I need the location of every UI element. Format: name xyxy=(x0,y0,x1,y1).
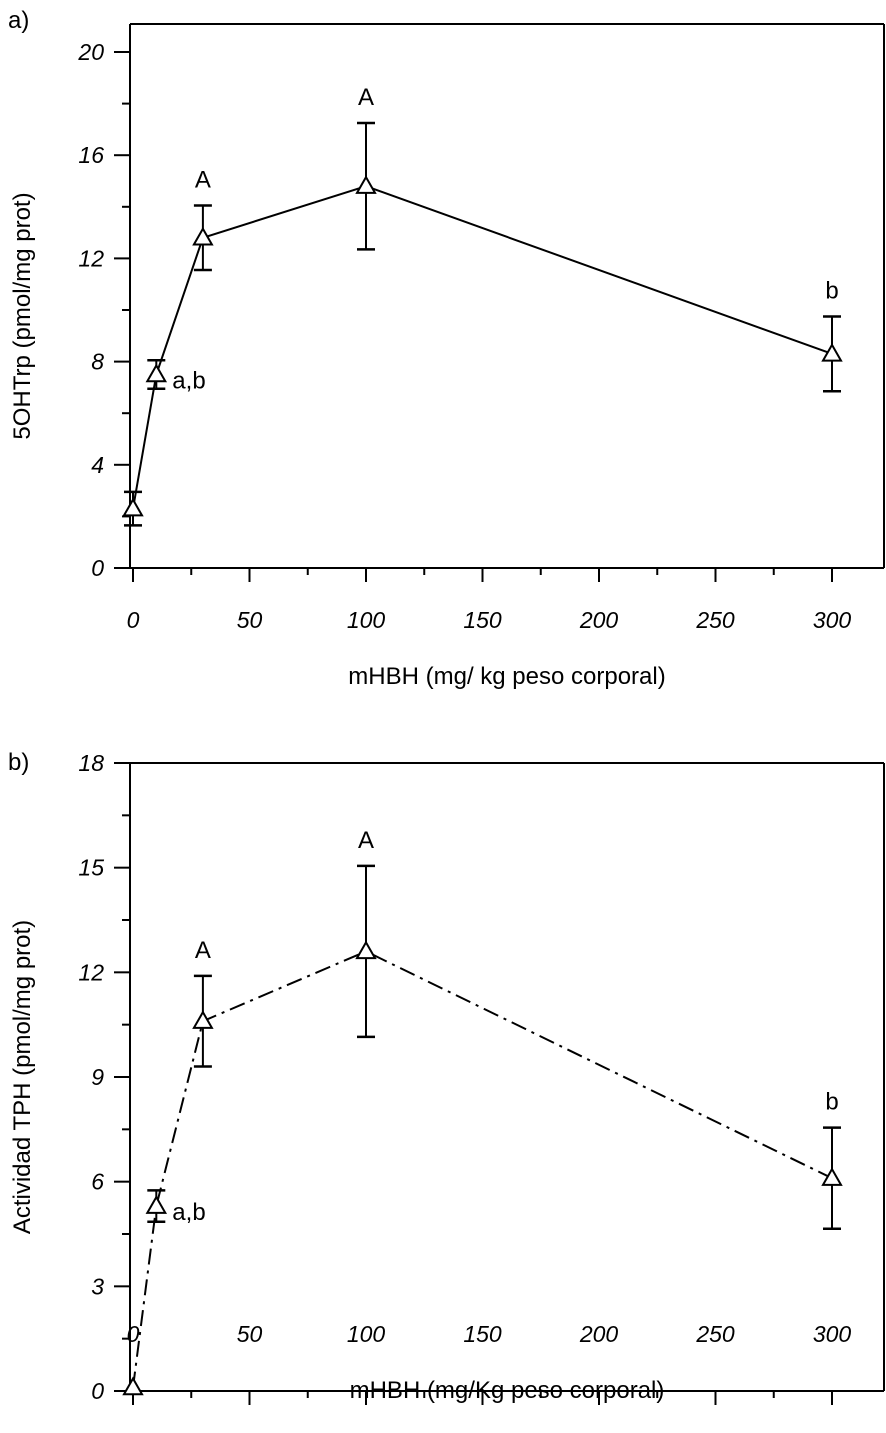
chart0-xtick-label-4: 200 xyxy=(579,607,619,633)
chart1-ytick-label-1: 3 xyxy=(91,1273,104,1299)
chart1-ytick-label-6: 18 xyxy=(78,750,104,776)
chart0-xtick-label-3: 150 xyxy=(463,607,502,633)
chart1-ytick-label-3: 9 xyxy=(91,1064,104,1090)
chart1-point-4 xyxy=(821,1167,843,1186)
chart0-xtick-label-6: 300 xyxy=(813,607,852,633)
chart0-annotation-2: A xyxy=(195,167,211,194)
chart1-annotation-3: A xyxy=(358,827,374,854)
chart1-ytick-label-2: 6 xyxy=(91,1169,104,1195)
chart1-annotation-4: b xyxy=(825,1089,838,1116)
chart0-ytick-label-1: 4 xyxy=(91,452,104,478)
chart0-y-title: 5OHTrp (pmol/mg prot) xyxy=(9,192,36,439)
chart1-annotation-1: a,b xyxy=(172,1199,205,1226)
chart0-ytick-label-2: 8 xyxy=(91,349,104,375)
chart1-x-title: mHBH (mg/Kg peso corporal) xyxy=(350,1377,665,1404)
chart1-ytick-label-5: 15 xyxy=(78,855,104,881)
chart1-y-title: Actividad TPH (pmol/mg prot) xyxy=(9,920,36,1234)
chart1-panel-label: b) xyxy=(8,749,29,776)
chart1-point-0 xyxy=(122,1376,144,1396)
chart0-xtick-label-5: 250 xyxy=(695,607,735,633)
chart0-annotation-1: a,b xyxy=(172,368,205,395)
chart0-ytick-label-3: 12 xyxy=(78,245,104,271)
chart0-xtick-label-2: 100 xyxy=(347,607,386,633)
chart1-xtick-label-2: 100 xyxy=(347,1321,386,1347)
chart0-point-3 xyxy=(355,175,377,194)
chart1-xtick-label-0: 0 xyxy=(127,1321,140,1347)
chart1-point-1 xyxy=(145,1195,168,1214)
chart0-series-line xyxy=(132,185,833,509)
chart0-point-4 xyxy=(821,342,843,362)
chart0-xtick-label-1: 50 xyxy=(237,607,263,633)
chart0-ytick-label-5: 20 xyxy=(77,39,104,65)
chart1-xtick-label-1: 50 xyxy=(237,1321,263,1347)
chart1-xtick-label-6: 300 xyxy=(813,1321,852,1347)
chart1-xtick-label-4: 200 xyxy=(579,1321,619,1347)
chart1-xtick-label-5: 250 xyxy=(695,1321,735,1347)
chart0-x-title: mHBH (mg/ kg peso corporal) xyxy=(348,663,665,690)
chart0-annotation-4: b xyxy=(825,277,838,304)
chart1-annotation-2: A xyxy=(195,937,211,964)
chart0-ytick-label-0: 0 xyxy=(91,555,104,581)
chart1-ytick-label-0: 0 xyxy=(91,1378,104,1404)
chart0-point-0 xyxy=(122,497,144,517)
chart1-xtick-label-3: 150 xyxy=(463,1321,502,1347)
chart0-panel-label: a) xyxy=(8,7,29,34)
chart0-xtick-label-0: 0 xyxy=(127,607,140,633)
chart0-point-1 xyxy=(145,363,168,383)
chart0-annotation-3: A xyxy=(358,84,374,111)
chart0-ytick-label-4: 16 xyxy=(78,142,104,168)
chart1-point-2 xyxy=(192,1010,214,1029)
chart1-ytick-label-4: 12 xyxy=(78,959,104,985)
chart1-point-3 xyxy=(355,940,377,960)
chart0-point-2 xyxy=(192,226,214,246)
